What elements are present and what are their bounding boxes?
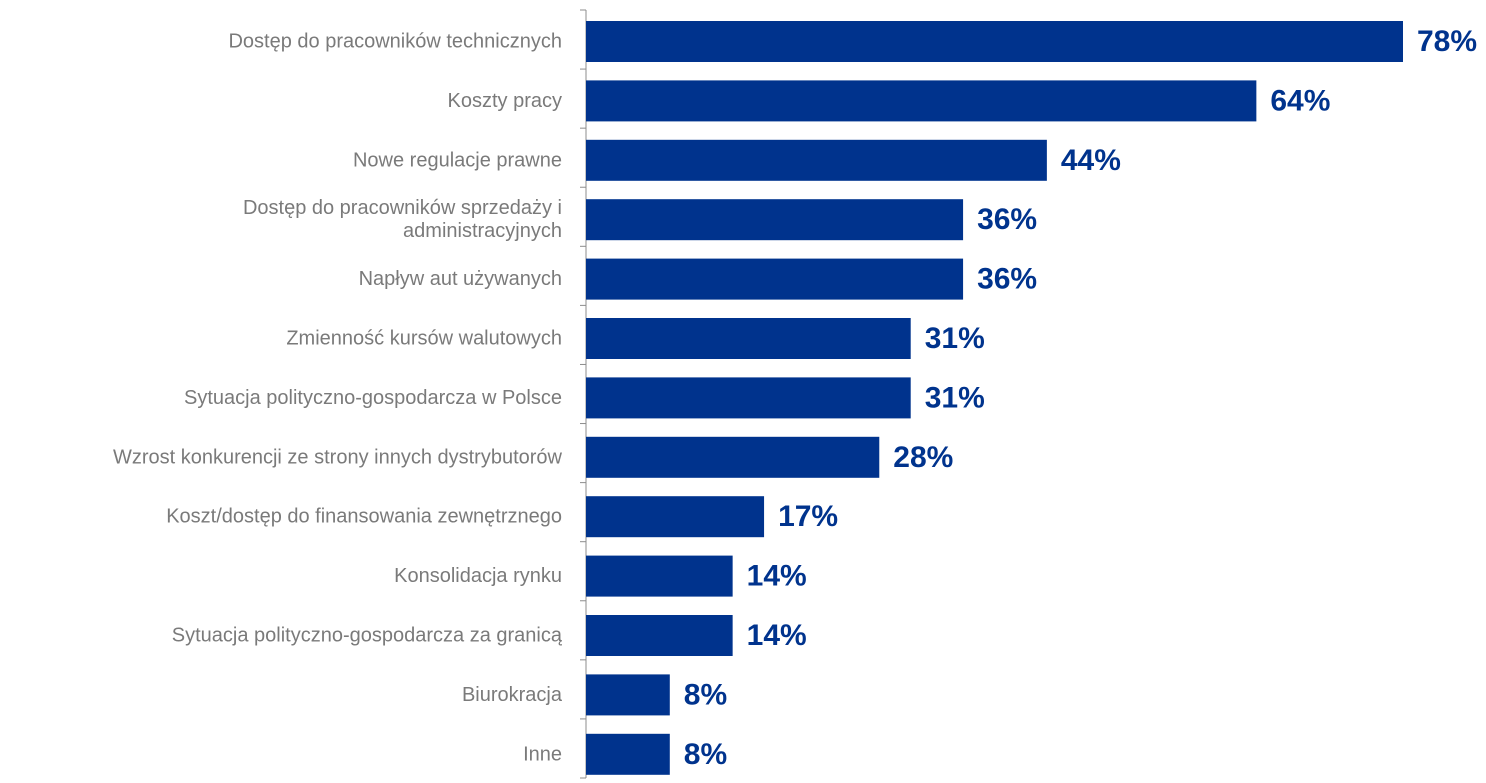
category-label-line: Napływ aut używanych	[359, 268, 562, 290]
value-label: 36%	[977, 263, 1037, 296]
bar	[586, 318, 911, 359]
bar	[586, 555, 733, 597]
category-label: Koszt/dostęp do finansowania zewnętrzneg…	[166, 506, 562, 528]
value-label: 14%	[747, 619, 807, 652]
value-label: 36%	[977, 203, 1037, 236]
category-label-line: Konsolidacja rynku	[394, 565, 562, 587]
category-label: Zmienność kursów walutowych	[286, 328, 562, 350]
bars	[586, 21, 1403, 775]
category-label: Dostęp do pracowników technicznych	[228, 31, 562, 53]
bar	[586, 258, 964, 300]
category-label: Konsolidacja rynku	[394, 565, 562, 587]
category-label-line: Koszty pracy	[448, 90, 562, 112]
value-label: 14%	[747, 560, 807, 593]
value-label: 31%	[925, 381, 985, 414]
bar	[586, 496, 765, 538]
bar	[586, 377, 911, 419]
value-label: 28%	[893, 441, 953, 474]
category-label: Wzrost konkurencji ze strony innych dyst…	[113, 446, 563, 468]
category-label-line: Zmienność kursów walutowych	[286, 328, 562, 350]
category-label-line: Sytuacja polityczno-gospodarcza w Polsce	[184, 387, 562, 409]
category-label-line: Inne	[523, 743, 562, 765]
category-label-line: Nowe regulacje prawne	[353, 149, 562, 171]
value-label: 31%	[925, 322, 985, 355]
value-label: 17%	[778, 500, 838, 533]
category-label: Biurokracja	[462, 684, 563, 706]
category-label-line: Dostęp do pracowników sprzedaży i	[243, 197, 562, 219]
value-label: 64%	[1270, 84, 1330, 117]
category-label-line: Dostęp do pracowników technicznych	[228, 31, 562, 53]
category-labels: Dostęp do pracowników technicznych Koszty…	[113, 31, 563, 766]
category-label: Sytuacja polityczno-gospodarcza za grani…	[172, 625, 563, 647]
category-label: Sytuacja polityczno-gospodarcza w Polsce	[184, 387, 562, 409]
bar	[586, 615, 733, 656]
category-label: Napływ aut używanych	[359, 268, 562, 290]
category-axis	[580, 9, 587, 779]
category-label-line: Sytuacja polityczno-gospodarcza za grani…	[172, 625, 563, 647]
bar	[586, 21, 1403, 62]
category-label: Koszty pracy	[448, 90, 562, 112]
bar	[586, 80, 1257, 122]
value-label: 8%	[684, 678, 727, 711]
category-label: Nowe regulacje prawne	[353, 149, 562, 171]
category-label-line: Koszt/dostęp do finansowania zewnętrzneg…	[166, 506, 562, 528]
category-label: Inne	[523, 743, 562, 765]
category-label-line: administracyjnych	[403, 220, 562, 242]
bar	[586, 139, 1047, 181]
bar	[586, 733, 670, 775]
bar	[586, 199, 964, 241]
category-label-line: Biurokracja	[462, 684, 563, 706]
bar	[586, 436, 880, 478]
category-label-line: Wzrost konkurencji ze strony innych dyst…	[113, 446, 563, 468]
value-label: 44%	[1061, 144, 1121, 177]
value-labels: 78% 64% 44% 36% 36% 31% 31% 28% 17% 14% 14% 8% 8%	[684, 25, 1477, 771]
bar	[586, 674, 670, 716]
category-label: Dostęp do pracowników sprzedaży i adminis…	[243, 197, 562, 242]
value-label: 8%	[684, 738, 727, 771]
value-label: 78%	[1417, 25, 1477, 58]
